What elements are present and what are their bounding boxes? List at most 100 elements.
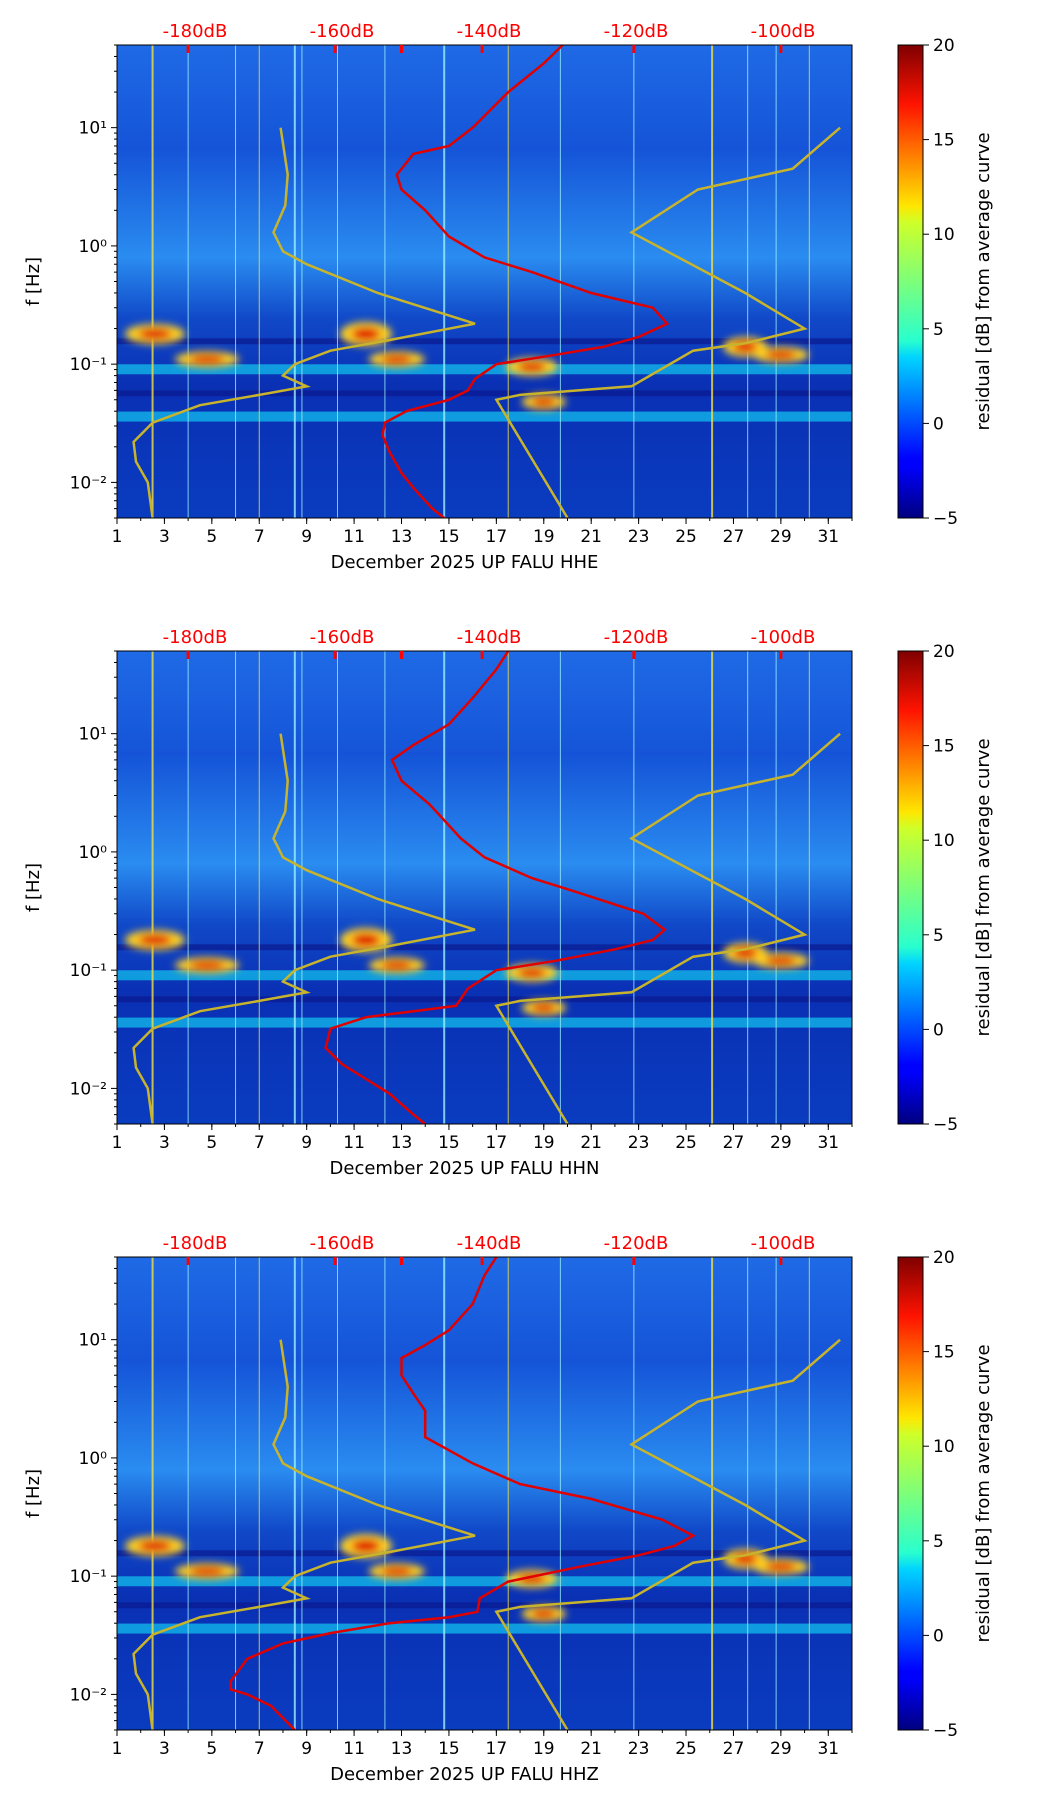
x-tick-label: 25 [675,1133,697,1153]
top-tick-label: -120dB [604,1233,669,1254]
x-tick-label: 3 [159,527,170,547]
y-tick-label: 10¹ [79,119,107,139]
y-tick-label: 10⁻¹ [70,1567,107,1587]
x-tick-label: 17 [486,527,508,547]
blob-group [124,927,809,1016]
colorbar-tick-label: 10 [933,831,955,851]
colorbar-tick-label: 5 [933,320,944,340]
x-axis-label: December 2025 UP FALU HHN [330,1158,600,1179]
x-tick-label: 13 [391,1739,413,1759]
colorbar-tick-label: 5 [933,926,944,946]
top-tick-label: -120dB [604,627,669,648]
blob-group [124,1533,809,1622]
colorbar-tick-label: 10 [933,1437,955,1457]
horizontal-band [117,338,852,345]
x-tick-label: 23 [628,1133,650,1153]
energy-blob-core [138,934,172,946]
band-group [117,338,852,422]
x-tick-label: 5 [206,1133,217,1153]
x-tick-label: 25 [675,527,697,547]
y-tick-label: 10⁻² [70,1685,107,1705]
x-tick-label: 19 [533,1739,555,1759]
colorbar-tick-label: 5 [933,1532,944,1552]
top-tick-label: -180dB [163,627,228,648]
x-tick-label: 9 [301,1739,312,1759]
x-tick-label: 29 [770,1133,792,1153]
x-tick-label: 15 [438,1739,460,1759]
x-tick-label: 7 [254,1739,265,1759]
top-axis: -180dB -160dB -140dB -120dB -100dB [163,21,815,53]
energy-blob-core [765,350,797,360]
energy-blob-core [351,933,381,947]
x-tick-label: 17 [486,1739,508,1759]
colorbar-label: residual [dB] from average curve [973,1344,994,1642]
x-tick-label: 15 [438,527,460,547]
colorbar-tick-label: 20 [933,1248,955,1268]
x-tick-label: 27 [723,1739,745,1759]
x-tick-label: 19 [533,527,555,547]
noise-model-high-line [494,1338,841,1730]
y-axis-label: f [Hz] [23,257,44,306]
noise-model-high-line [494,126,841,518]
band-group [117,1550,852,1634]
x-tick-label: 29 [770,527,792,547]
x-tick-label: 13 [391,1133,413,1153]
colorbar-tick-label: 0 [933,1626,944,1646]
x-tick-label: 23 [628,527,650,547]
x-tick-label: 21 [580,527,602,547]
x-tick-label: 17 [486,1133,508,1153]
top-tick-label: -180dB [163,1233,228,1254]
energy-blob-core [189,354,225,364]
x-tick-label: 11 [343,527,365,547]
colorbar-tick-label: 15 [933,1343,955,1363]
top-tick-label: -140dB [457,1233,522,1254]
energy-blob-core [138,1540,172,1552]
energy-blob-core [189,960,225,970]
horizontal-band [117,970,852,981]
y-tick-label: 10⁰ [79,237,108,257]
spectrogram [117,45,852,518]
energy-blob-core [381,354,413,364]
spectrogram-background [117,45,852,518]
colorbar-tick-label: 20 [933,36,955,56]
energy-blob-core [765,956,797,966]
horizontal-band [117,390,852,397]
x-tick-label: 25 [675,1739,697,1759]
top-tick-label: -160dB [310,1233,375,1254]
top-tick-label: -140dB [457,21,522,42]
colorbar-label: residual [dB] from average curve [973,132,994,430]
energy-blob-core [189,1566,225,1576]
colorbar-gradient [897,650,924,1125]
top-tick-label: -100dB [751,1233,816,1254]
psd-curve-line [381,45,670,518]
y-axis: 10¹ 10⁰ 10⁻¹ 10⁻² f [Hz] [23,44,117,519]
colorbar: 20 15 10 5 0 −5 residual [dB] from average cur… [897,36,994,529]
band-group [117,944,852,1028]
energy-blob-core [138,328,172,340]
x-tick-label: 31 [817,527,839,547]
x-tick-label: 9 [301,527,312,547]
energy-blob-core [517,967,547,978]
y-axis: 10¹ 10⁰ 10⁻¹ 10⁻² f [Hz] [23,650,117,1125]
x-tick-label: 19 [533,1133,555,1153]
x-tick-label: 11 [343,1739,365,1759]
colorbar-tick-label: −5 [933,509,958,529]
x-tick-label: 23 [628,1739,650,1759]
x-tick-label: 21 [580,1133,602,1153]
x-tick-label: 7 [254,1133,265,1153]
x-tick-label: 13 [391,527,413,547]
y-tick-label: 10¹ [79,1331,107,1351]
x-tick-label: 31 [817,1133,839,1153]
horizontal-band [117,1550,852,1557]
top-tick-label: -160dB [310,627,375,648]
horizontal-band [117,944,852,951]
noise-model-low-line [132,1339,476,1730]
y-tick-label: 10⁻² [70,1079,107,1099]
x-tick-label: 1 [112,1739,123,1759]
